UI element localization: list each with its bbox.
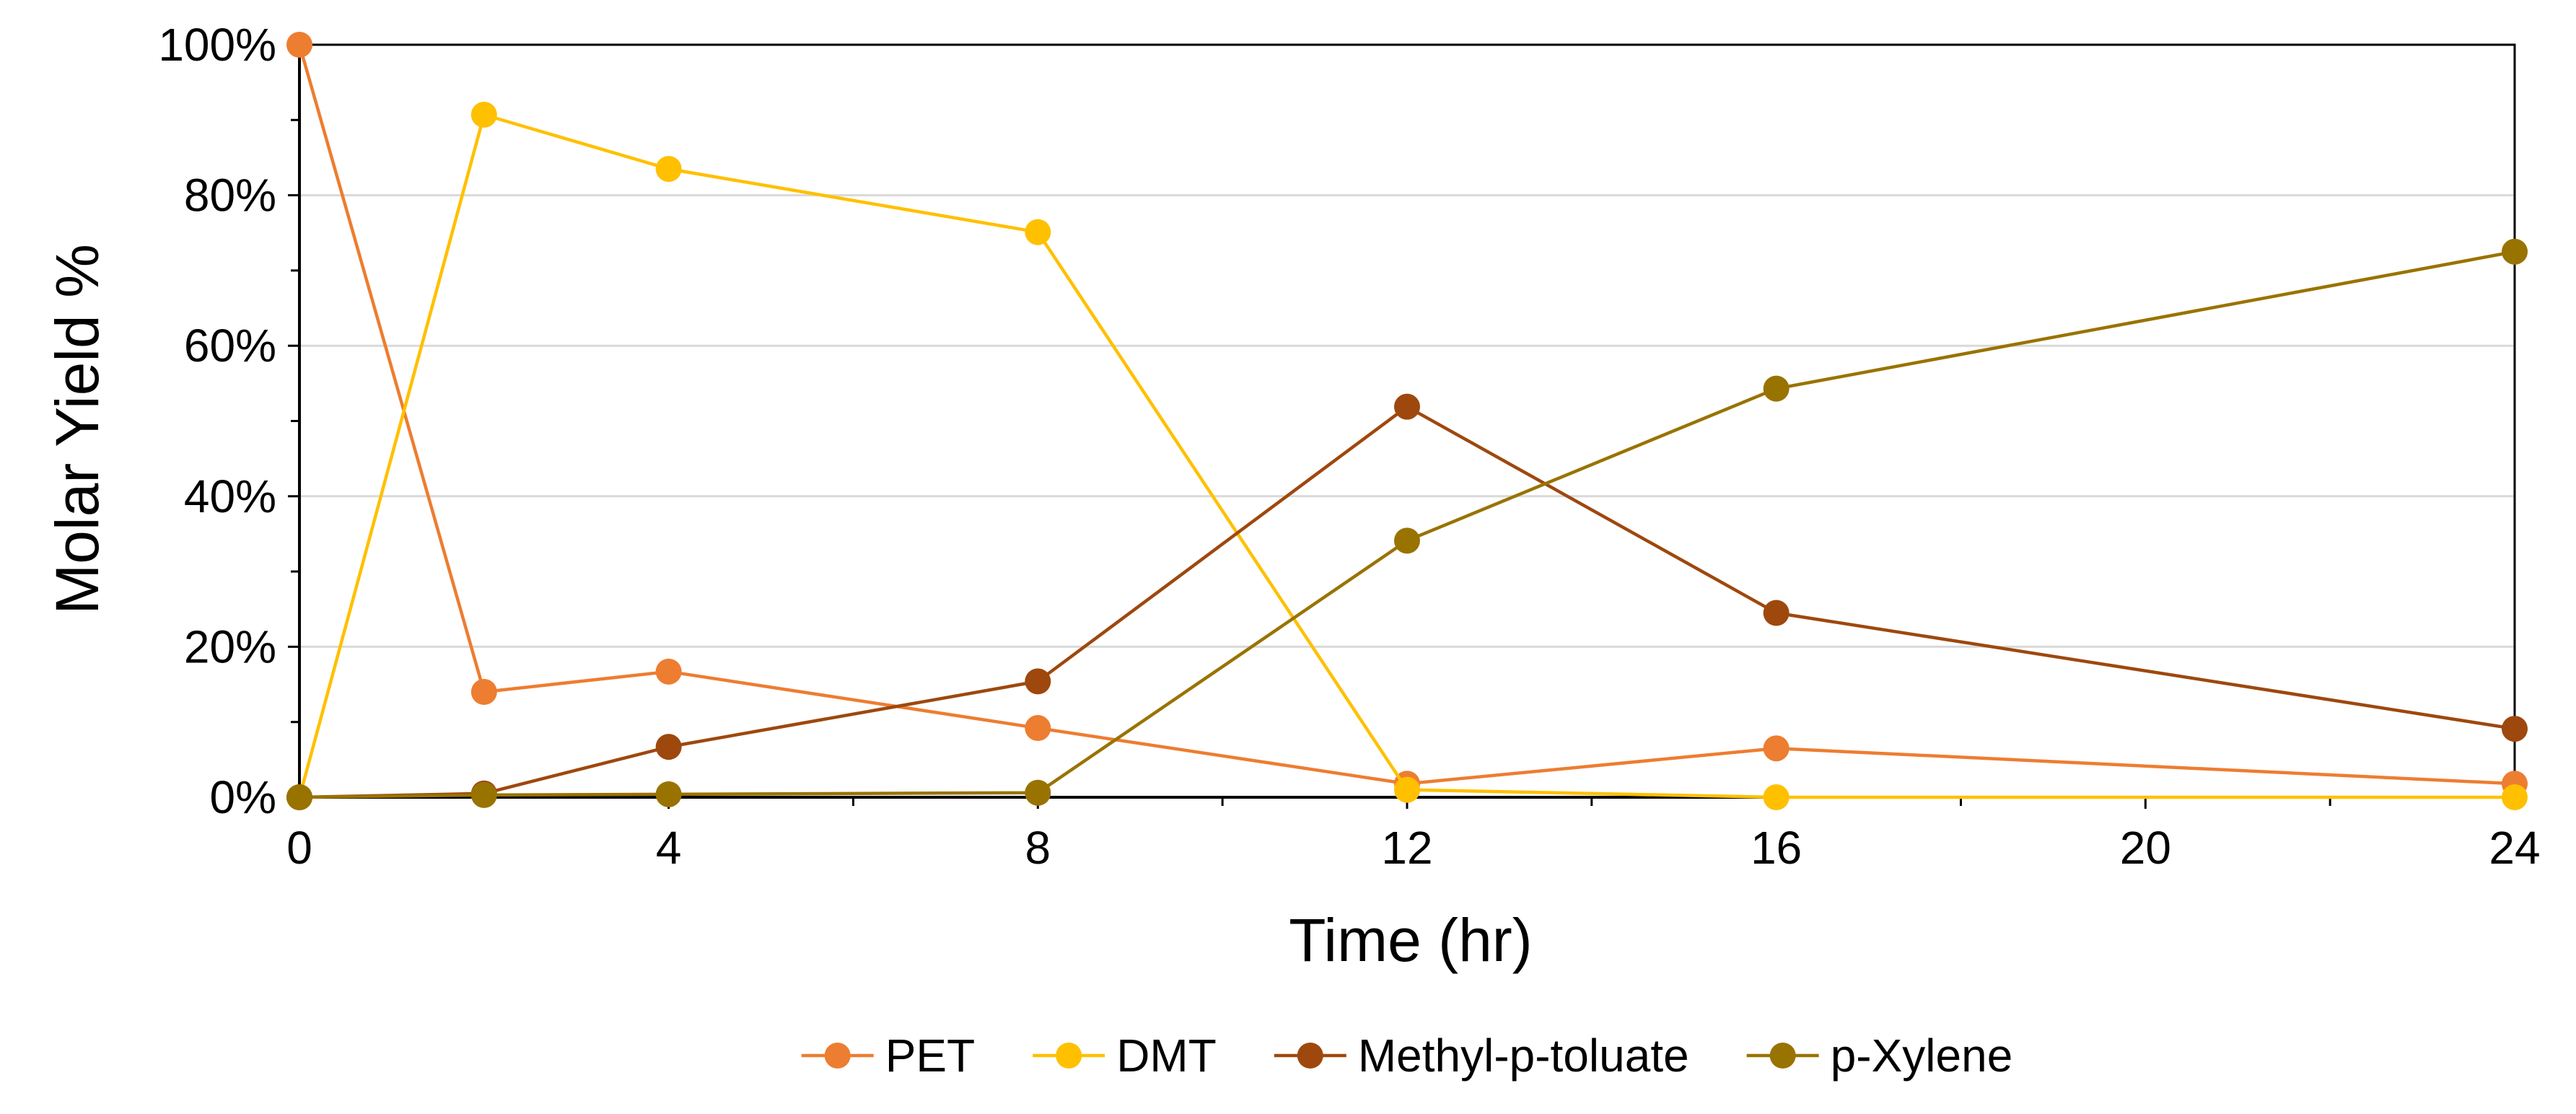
pet-point [286,32,312,58]
y-tick-label: 60% [184,320,276,372]
dmt-point [655,156,682,183]
dmt-point [1025,219,1051,245]
p-xylene-point [1025,779,1051,806]
p-xylene-point [470,781,497,808]
x-tick-label: 16 [1751,822,1802,874]
legend-item: PET [801,1030,975,1082]
legend-swatch-marker [1297,1043,1323,1069]
dmt-point [2502,784,2528,810]
p-xylene-point [1394,527,1420,554]
dmt-point [1763,784,1789,810]
x-tick-label: 0 [286,822,312,874]
legend-item: p-Xylene [1746,1030,2013,1082]
pet-point [1763,735,1789,762]
series-pet [286,32,2528,797]
x-tick-label: 12 [1381,822,1432,874]
dmt-point [1394,776,1420,803]
y-tick-label: 40% [184,470,276,522]
legend-swatch-marker [1056,1043,1082,1069]
y-tick-label: 80% [184,170,276,222]
series-p-xylene [286,238,2528,810]
legend-label: p-Xylene [1831,1030,2013,1082]
methyl-p-toluate-point [655,734,682,760]
pet-point [1025,715,1051,742]
gridlines [299,194,2515,648]
tick-labels: 0% 20% 40% 60% 80% 100% 0 4 8 12 16 20 24 [158,19,2540,874]
series-lines [286,32,2528,810]
legend-label: Methyl-p-toluate [1358,1030,1689,1082]
legend: PET DMT Methyl-p-toluate p-Xylene [801,1030,2013,1082]
methyl-p-toluate-point [2502,716,2528,742]
x-tick-label: 24 [2489,822,2540,874]
methyl-p-toluate-point [1394,393,1420,420]
p-xylene-point [655,781,682,807]
legend-item: DMT [1033,1030,1217,1082]
dmt-point [470,101,497,128]
x-axis-title: Time (hr) [1289,906,1533,974]
methyl-p-toluate-point [1763,600,1789,626]
x-tick-label: 8 [1025,822,1051,874]
p-xylene-point [2502,238,2528,265]
y-axis-title: Molar Yield % [43,244,111,615]
p-xylene-point [1763,375,1789,402]
y-tick-label: 20% [184,620,276,672]
legend-swatch-marker [824,1043,851,1069]
x-tick-label: 4 [656,822,682,874]
methyl-p-toluate-point [1025,668,1051,695]
legend-item: Methyl-p-toluate [1274,1030,1689,1082]
legend-label: PET [885,1030,975,1082]
pet-point [470,678,497,705]
legend-label: DMT [1116,1030,1217,1082]
p-xylene-point [286,784,312,810]
y-tick-label: 0% [210,771,277,823]
y-tick-label: 100% [158,19,276,71]
x-tick-label: 20 [2120,822,2171,874]
pet-point [655,658,682,685]
legend-swatch-marker [1769,1043,1796,1069]
